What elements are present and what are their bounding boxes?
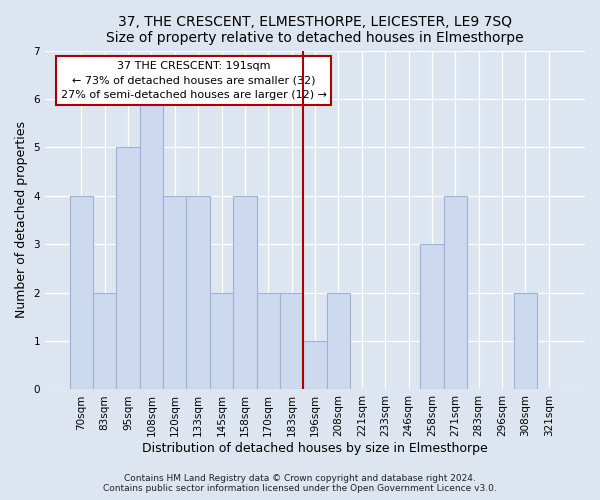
Bar: [280, 292, 304, 390]
X-axis label: Distribution of detached houses by size in Elmesthorpe: Distribution of detached houses by size …: [142, 442, 488, 455]
Text: 37 THE CRESCENT: 191sqm
← 73% of detached houses are smaller (32)
27% of semi-de: 37 THE CRESCENT: 191sqm ← 73% of detache…: [61, 60, 326, 100]
Y-axis label: Number of detached properties: Number of detached properties: [15, 122, 28, 318]
Bar: [210, 292, 233, 390]
Bar: [304, 341, 327, 390]
Bar: [327, 292, 350, 390]
Bar: [233, 196, 257, 390]
Bar: [163, 196, 187, 390]
Bar: [187, 196, 210, 390]
Bar: [257, 292, 280, 390]
Bar: [514, 292, 537, 390]
Bar: [70, 196, 93, 390]
Text: Contains public sector information licensed under the Open Government Licence v3: Contains public sector information licen…: [103, 484, 497, 493]
Text: Contains HM Land Registry data © Crown copyright and database right 2024.: Contains HM Land Registry data © Crown c…: [124, 474, 476, 483]
Bar: [93, 292, 116, 390]
Title: 37, THE CRESCENT, ELMESTHORPE, LEICESTER, LE9 7SQ
Size of property relative to d: 37, THE CRESCENT, ELMESTHORPE, LEICESTER…: [106, 15, 524, 45]
Bar: [420, 244, 443, 390]
Bar: [116, 148, 140, 390]
Bar: [443, 196, 467, 390]
Bar: [140, 99, 163, 390]
